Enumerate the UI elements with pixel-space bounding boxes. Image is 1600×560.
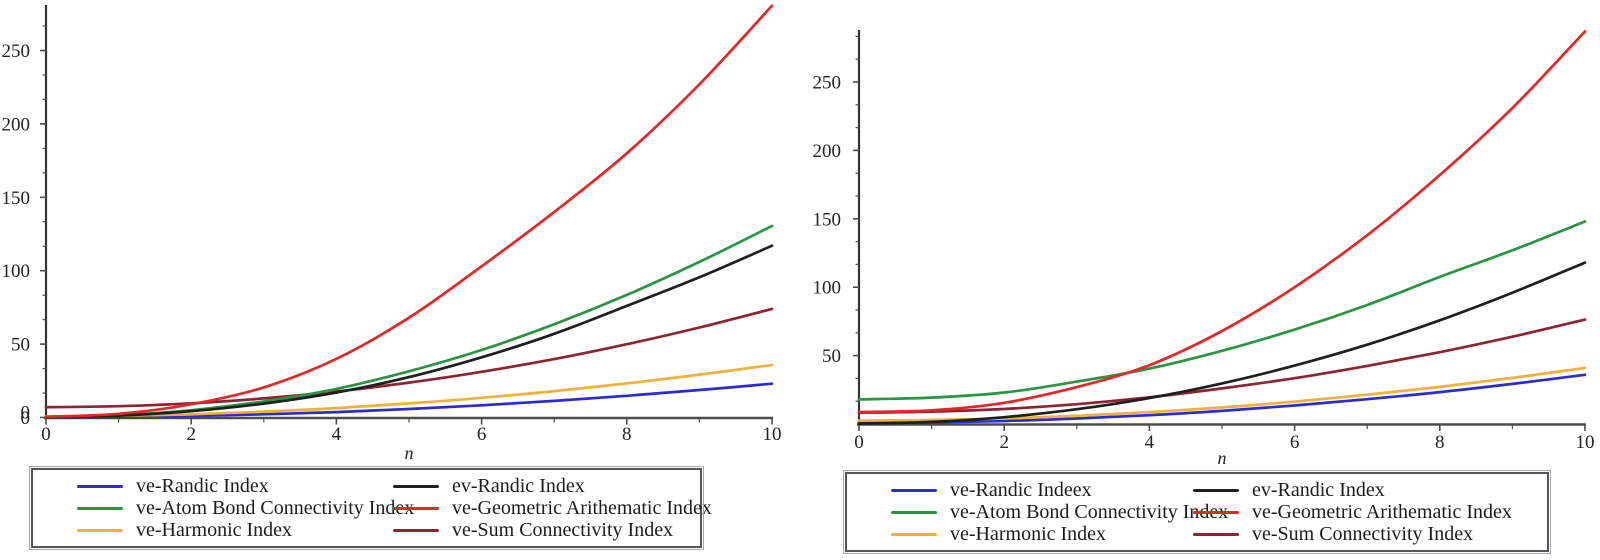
y-axis-tick-label: 50 [11, 335, 30, 356]
legend-item: ve-Atom Bond Connectivity Index [891, 501, 1228, 523]
series-curve-ve-atom-bond-connectivity-index [857, 220, 1587, 401]
legend-line-swatch [393, 484, 439, 488]
y-axis-tick-label: 100 [813, 278, 842, 299]
series-curve-ve-harmonic-index [44, 363, 774, 418]
legend-item: ve-Sum Connectivity Index [1193, 523, 1543, 545]
legend-label: ve-Geometric Arithematic Index [452, 497, 712, 519]
y-axis-tick-label: 100 [2, 261, 31, 282]
x-axis-tick-label: 10 [1576, 432, 1595, 453]
legend-line-swatch [891, 510, 937, 514]
y-axis-tick-label: 200 [2, 114, 31, 135]
x-axis-tick-label: 2 [999, 432, 1009, 453]
left-chart-axes: 0 50 100 150 200 250 00 2 4 6 8 10 n [2, 5, 782, 463]
legend-item: ve-Randic Index [77, 475, 393, 497]
legend-item: ve-Geometric Arithematic Index [1193, 501, 1543, 523]
legend-line-swatch [1193, 510, 1239, 514]
series-curve-ev-randic-index [857, 261, 1587, 425]
y-axis-tick-label: 200 [813, 141, 842, 162]
x-axis-tick-label: 2 [186, 424, 196, 445]
right-chart-axes: 50 100 150 200 250 0 2 4 6 8 10 n [813, 30, 1595, 468]
legend-label: ve-Sum Connectivity Index [1252, 523, 1474, 545]
legend-label: ev-Randic Index [452, 475, 585, 497]
legend-label: ve-Sum Connectivity Index [452, 519, 674, 541]
legend-label: ve-Randic Index [136, 475, 269, 497]
legend-line-swatch [77, 506, 123, 510]
legend-line-swatch [891, 488, 937, 492]
legend-item: ve-Sum Connectivity Index [393, 519, 696, 541]
legend-label: ve-Harmonic Index [950, 523, 1107, 545]
series-curve-ve-atom-bond-connectivity-index [44, 224, 774, 419]
series-curve-ve-geometric-arithematic-index [857, 30, 1587, 414]
series-curve-ve-sum-connectivity-index [44, 307, 774, 409]
series-curve-ve-harmonic-index [857, 366, 1587, 422]
legend-label: ve-Geometric Arithematic Index [1252, 501, 1512, 523]
legend-line-swatch [393, 528, 439, 532]
legend-item: ev-Randic Index [393, 475, 696, 497]
legend-label: ve-Randic Indeex [950, 479, 1092, 501]
x-axis-name-label: n [405, 443, 414, 463]
series-curve-ve-randic-indeex [857, 373, 1587, 425]
x-axis-tick-label: 8 [1435, 432, 1445, 453]
legend-label: ve-Atom Bond Connectivity Index [136, 497, 415, 519]
legend-line-swatch [1193, 532, 1239, 536]
x-axis-tick-label: 6 [477, 424, 487, 445]
x-axis-tick-label: 4 [332, 424, 342, 445]
legend-item: ve-Geometric Arithematic Index [393, 497, 712, 519]
y-axis-tick-label: 250 [813, 72, 842, 93]
x-axis-name-label: n [1218, 448, 1227, 468]
x-axis-tick-label: 6 [1290, 432, 1300, 453]
x-axis-tick-label: 10 [763, 424, 782, 445]
y-axis-tick-label: 150 [2, 188, 31, 209]
y-axis-tick-label: 250 [2, 41, 31, 62]
left-line-chart: 0 50 100 150 200 250 00 2 4 6 8 10 n [2, 4, 782, 463]
y-axis-tick-label: 0 [21, 408, 31, 429]
legend-line-swatch [77, 528, 123, 532]
right-chart-series [857, 30, 1587, 425]
legend-item: ve-Harmonic Index [77, 519, 393, 541]
legend-label: ve-Atom Bond Connectivity Index [950, 501, 1229, 523]
x-axis-tick-label: 0 [41, 424, 51, 445]
x-axis-tick-label: 0 [854, 432, 864, 453]
y-axis-tick-label: 50 [822, 346, 841, 367]
legend-line-swatch [77, 484, 123, 488]
left-chart-series [44, 4, 774, 419]
series-curve-ev-randic-index [44, 244, 774, 419]
right-chart-legend: ve-Randic Indeex ve-Atom Bond Connectivit… [843, 470, 1551, 554]
legend-line-swatch [393, 506, 439, 510]
legend-item: ev-Randic Index [1193, 479, 1543, 501]
legend-line-swatch [891, 532, 937, 536]
series-curve-ve-geometric-arithematic-index [44, 4, 774, 419]
legend-label: ev-Randic Index [1252, 479, 1385, 501]
x-axis-tick-label: 8 [622, 424, 632, 445]
x-axis-tick-label: 4 [1145, 432, 1155, 453]
legend-line-swatch [1193, 488, 1239, 492]
legend-label: ve-Harmonic Index [136, 519, 293, 541]
left-chart-legend: ve-Randic Index ve-Atom Bond Connectivity… [29, 466, 712, 550]
right-line-chart: 50 100 150 200 250 0 2 4 6 8 10 n [813, 30, 1595, 468]
y-axis-tick-label: 150 [813, 209, 842, 230]
legend-item: ve-Randic Indeex [891, 479, 1193, 501]
legend-item: ve-Harmonic Index [891, 523, 1193, 545]
series-curve-ve-sum-connectivity-index [857, 318, 1587, 414]
y-axis-zero-label: 0 [21, 403, 31, 424]
legend-item: ve-Atom Bond Connectivity Index [77, 497, 414, 519]
